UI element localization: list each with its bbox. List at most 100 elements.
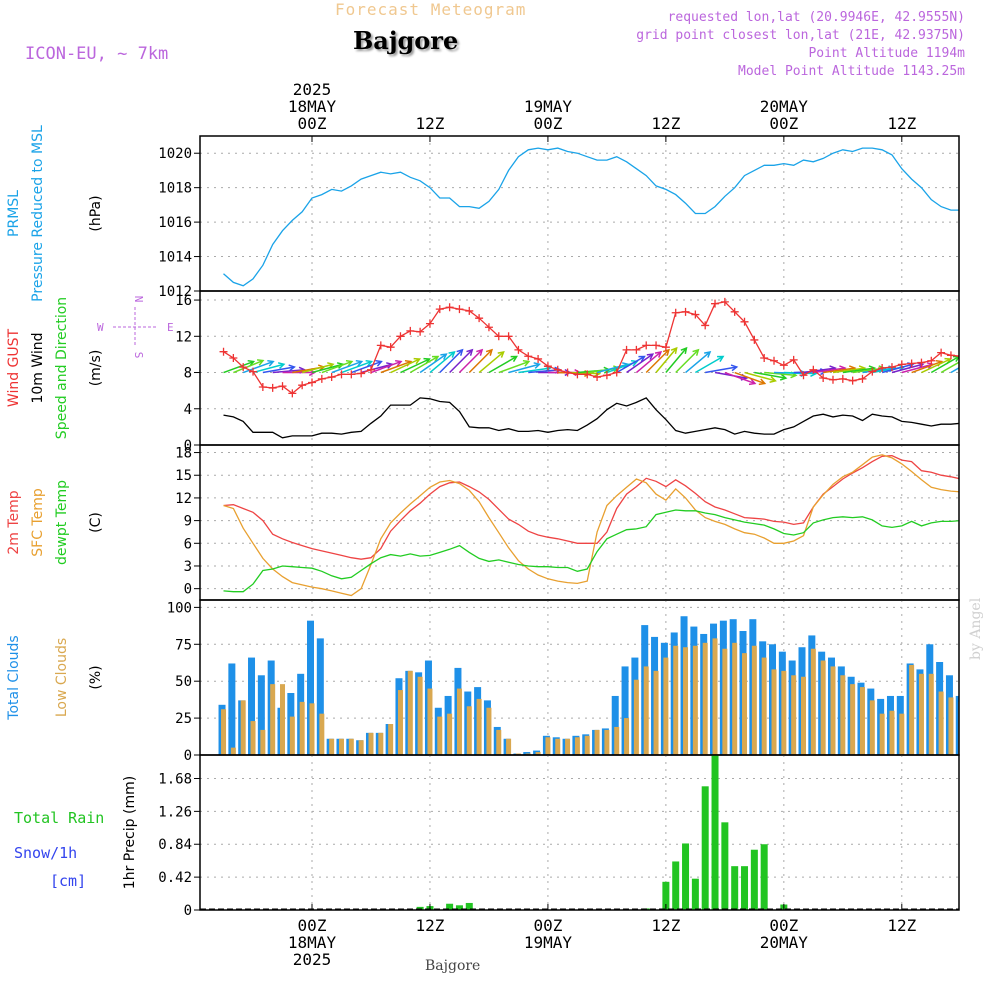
wind-gust-marker <box>347 370 356 379</box>
bottom-time-label: 00Z <box>769 916 798 935</box>
wind-gust-marker <box>553 365 562 374</box>
wind-arrow <box>429 351 455 374</box>
low-cloud-bar <box>928 673 934 755</box>
gridpoint-coords: grid point closest lon,lat (21E, 42.9375… <box>636 28 965 43</box>
wind-arrow <box>223 360 254 374</box>
wind-gust-marker <box>268 383 277 392</box>
compass-cross <box>113 307 157 347</box>
wind-axis-label: (m/s) <box>88 350 104 387</box>
low-cloud-bar <box>801 676 806 755</box>
footer-station: Bajgore <box>425 958 481 974</box>
top-time-label: 20MAY <box>760 97 809 116</box>
wind-gust-marker <box>386 343 395 352</box>
wind-gust-marker <box>337 370 346 379</box>
clouds-axis-label: Low Clouds <box>54 638 70 717</box>
wind-axis-label: Wind GUST <box>6 328 22 407</box>
clouds-ytick-label: 0 <box>184 748 192 764</box>
low-cloud-bar <box>486 707 492 755</box>
precip-side-label: Snow/1h <box>14 844 77 862</box>
wind-arrow-head <box>692 348 700 356</box>
wind-arrow-head <box>670 346 678 355</box>
wind-gust-marker <box>937 348 946 357</box>
wind-arrow <box>321 360 353 374</box>
low-cloud-bar <box>850 684 856 755</box>
low-cloud-bar <box>496 729 502 755</box>
wind-arrow-head <box>247 359 256 367</box>
pressure-ytick-label: 1014 <box>158 250 192 266</box>
wind-arrow <box>881 363 914 374</box>
wind-arrow <box>930 355 959 374</box>
wind-gust-marker <box>848 376 857 385</box>
wind-gust-marker <box>435 305 444 314</box>
wind-arrow <box>911 360 942 374</box>
low-cloud-bar <box>692 645 698 755</box>
low-cloud-bar <box>909 664 915 755</box>
wind-gust-marker <box>465 306 474 315</box>
total-cloud-bar <box>316 638 324 755</box>
wind-ytick-label: 12 <box>175 329 192 345</box>
wind-arrow <box>233 359 264 374</box>
wind-gust-marker <box>229 354 238 363</box>
low-cloud-bar <box>810 648 816 755</box>
wind-gust-marker <box>897 360 906 369</box>
wind-arrow <box>950 367 959 374</box>
station-name: Bajgore <box>353 26 459 55</box>
wind-arrow <box>351 360 382 374</box>
wind-arrow-head <box>533 362 542 369</box>
wind-gust-marker <box>868 367 877 376</box>
wind-gust-marker <box>946 351 955 360</box>
wind-arrow-head <box>365 359 374 367</box>
wind-gust-marker <box>484 323 493 332</box>
wind-gust-marker <box>455 305 464 314</box>
wind-gust-line <box>223 301 959 395</box>
wind-arrow <box>439 349 463 374</box>
wind-gust-marker <box>494 332 503 341</box>
compass-east: E <box>167 321 174 334</box>
low-cloud-bar <box>329 738 335 755</box>
wind-gust-marker <box>701 321 710 330</box>
wind-arrow <box>449 349 473 374</box>
low-cloud-bar <box>545 737 551 755</box>
wind-arrow <box>468 349 493 374</box>
low-cloud-bar <box>555 738 561 755</box>
wind-gust-marker <box>514 345 523 354</box>
wind-arrow <box>754 371 786 379</box>
rain-bar <box>465 902 473 910</box>
wind-gust-marker <box>878 364 887 372</box>
wind-gust-marker <box>376 341 385 350</box>
dewpt-temp-line <box>223 509 959 593</box>
low-cloud-bar <box>309 703 315 755</box>
temp-ytick-label: 0 <box>184 582 192 598</box>
wind-arrow <box>242 360 274 374</box>
wind-arrow <box>370 360 402 374</box>
wind-gust-marker <box>327 373 336 382</box>
low-cloud-bar <box>388 724 394 755</box>
low-cloud-bar <box>476 698 482 755</box>
precip-side-label: [cm] <box>50 872 86 890</box>
wind-arrow <box>458 349 483 374</box>
temp-ytick-label: 3 <box>184 559 192 575</box>
wind-gust-marker <box>317 374 326 383</box>
low-cloud-bar <box>506 738 512 755</box>
clouds-ytick-label: 25 <box>175 711 192 727</box>
low-cloud-bar <box>869 700 875 755</box>
top-time-label: 12Z <box>416 114 445 133</box>
rain-bar <box>446 903 454 910</box>
wind-arrow-head <box>497 350 505 358</box>
wind-gust-marker <box>288 389 297 398</box>
wind-gust-marker <box>475 314 484 323</box>
low-cloud-bar <box>348 738 354 755</box>
top-time-label: 12Z <box>651 114 680 133</box>
wind-arrow <box>734 371 766 385</box>
clouds-ytick-label: 100 <box>167 600 192 616</box>
temp-ytick-label: 15 <box>175 468 192 484</box>
wind-arrow <box>400 358 430 374</box>
wind-gust-marker <box>278 382 287 391</box>
wind-gust-marker <box>249 367 258 376</box>
low-cloud-bar <box>565 738 571 755</box>
wind-arrow <box>626 353 654 374</box>
wind-gust-marker <box>406 326 415 335</box>
wind-arrow <box>498 360 530 374</box>
rain-bar <box>455 905 463 910</box>
